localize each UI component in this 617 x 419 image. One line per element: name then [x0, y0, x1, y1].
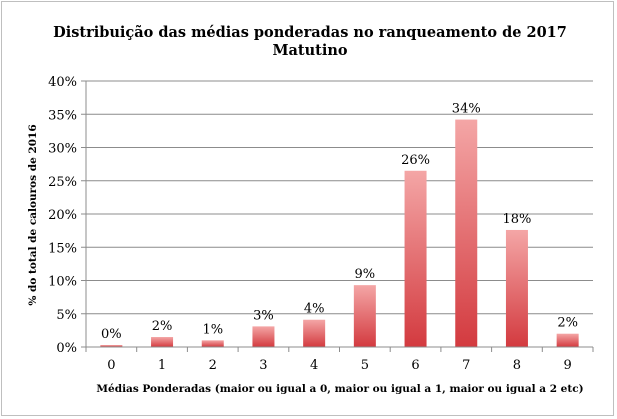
- bar-0: [100, 345, 123, 347]
- x-tick-label: 5: [361, 358, 369, 373]
- y-tick-label: 40%: [48, 75, 77, 90]
- bar-4: [303, 319, 326, 347]
- y-tick-label: 20%: [48, 208, 77, 223]
- bar-7: [455, 119, 478, 347]
- bars: [100, 119, 579, 347]
- x-tick-label: 8: [513, 358, 521, 373]
- data-label-9: 2%: [557, 316, 578, 331]
- data-label-3: 3%: [253, 308, 274, 323]
- bar-2: [201, 340, 224, 347]
- y-tick-label: 30%: [48, 142, 77, 157]
- y-tick-label: 10%: [48, 275, 77, 290]
- bar-8: [505, 229, 528, 347]
- data-label-0: 0%: [101, 327, 122, 342]
- y-tick-label: 25%: [48, 175, 77, 190]
- data-label-4: 4%: [304, 302, 325, 317]
- data-label-8: 18%: [502, 212, 531, 227]
- bar-9: [556, 333, 579, 347]
- bar-1: [151, 337, 174, 347]
- x-tick-label: 1: [158, 358, 166, 373]
- axis-ticks: 0% 5% 10% 15% 20% 25% 30% 35% 40% 0 1 2 3 4 5 6 7 8 9: [48, 75, 594, 373]
- data-labels: 0% 2% 1% 3% 4% 9% 26% 34% 18% 2%: [101, 102, 578, 342]
- y-tick-label: 15%: [48, 241, 77, 256]
- x-tick-label: 9: [564, 358, 572, 373]
- y-tick-label: 5%: [56, 308, 77, 323]
- data-label-2: 1%: [202, 322, 223, 337]
- x-tick-label: 0: [107, 358, 115, 373]
- data-label-6: 26%: [401, 153, 430, 168]
- x-axis-title: Médias Ponderadas (maior ou igual a 0, m…: [96, 383, 583, 395]
- data-label-7: 34%: [452, 102, 481, 117]
- data-label-1: 2%: [152, 319, 173, 334]
- data-label-5: 9%: [355, 267, 376, 282]
- x-tick-label: 7: [462, 358, 470, 373]
- y-tick-label: 35%: [48, 108, 77, 123]
- bar-6: [404, 170, 427, 347]
- x-tick-label: 2: [209, 358, 217, 373]
- y-axis-title: % do total de calouros de 2016: [27, 124, 39, 305]
- x-tick-label: 4: [310, 358, 318, 373]
- x-tick-label: 3: [259, 358, 267, 373]
- chart-subtitle: Matutino: [272, 42, 347, 59]
- x-tick-label: 6: [411, 358, 419, 373]
- bar-3: [252, 326, 275, 347]
- chart-title: Distribuição das médias ponderadas no ra…: [53, 24, 567, 41]
- bar-5: [353, 285, 376, 347]
- y-tick-label: 0%: [56, 341, 77, 356]
